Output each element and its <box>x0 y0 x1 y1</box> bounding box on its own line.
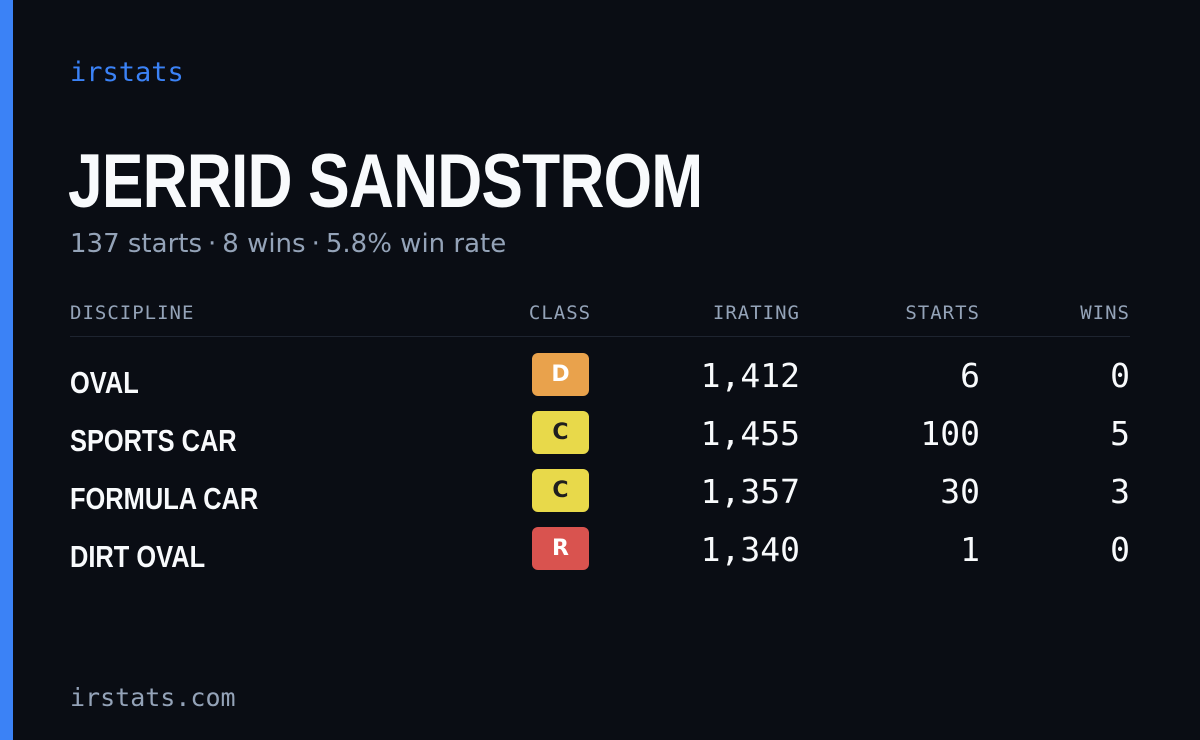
starts-value: 6 <box>960 356 980 395</box>
header-irating: IRATING <box>712 302 800 324</box>
header-class: CLASS <box>528 302 592 324</box>
wins-value: 0 <box>1110 356 1130 395</box>
irating-value: 1,455 <box>700 414 800 453</box>
separator: · <box>208 229 217 259</box>
table-body: OVAL D 1,412 6 0 SPORTS CAR C 1,455 100 … <box>70 353 1130 585</box>
table-row: SPORTS CAR C 1,455 100 5 <box>70 411 1130 469</box>
class-badge: C <box>532 469 589 512</box>
table-header: DISCIPLINE CLASS IRATING STARTS WINS <box>70 298 1130 337</box>
header-discipline: DISCIPLINE <box>70 302 195 324</box>
stats-table: DISCIPLINE CLASS IRATING STARTS WINS OVA… <box>70 298 1130 585</box>
wins-count: 8 wins <box>222 229 306 259</box>
starts-count: 137 starts <box>70 229 202 259</box>
irating-value: 1,412 <box>700 356 800 395</box>
table-row: OVAL D 1,412 6 0 <box>70 353 1130 411</box>
header-wins: WINS <box>1080 302 1130 324</box>
class-badge: C <box>532 411 589 454</box>
discipline-name: FORMULA CAR <box>70 481 259 516</box>
table-row: FORMULA CAR C 1,357 30 3 <box>70 469 1130 527</box>
wins-value: 5 <box>1110 414 1130 453</box>
accent-bar <box>0 0 13 740</box>
footer-url: irstats.com <box>70 683 236 712</box>
starts-value: 30 <box>940 472 980 511</box>
brand-logo: irstats <box>70 57 184 88</box>
starts-value: 1 <box>960 530 980 569</box>
win-rate: 5.8% win rate <box>325 229 507 259</box>
class-badge: R <box>532 527 589 570</box>
wins-value: 3 <box>1110 472 1130 511</box>
class-badge: D <box>532 353 589 396</box>
irating-value: 1,340 <box>700 530 800 569</box>
header-starts: STARTS <box>905 302 980 324</box>
starts-value: 100 <box>920 414 980 453</box>
wins-value: 0 <box>1110 530 1130 569</box>
discipline-name: SPORTS CAR <box>70 423 237 458</box>
irating-value: 1,357 <box>700 472 800 511</box>
discipline-name: OVAL <box>70 365 139 400</box>
discipline-name: DIRT OVAL <box>70 539 206 574</box>
separator: · <box>311 229 320 259</box>
driver-summary: 137 starts · 8 wins · 5.8% win rate <box>70 226 506 262</box>
driver-name: JERRID SANDSTROM <box>68 139 703 224</box>
table-row: DIRT OVAL R 1,340 1 0 <box>70 527 1130 585</box>
